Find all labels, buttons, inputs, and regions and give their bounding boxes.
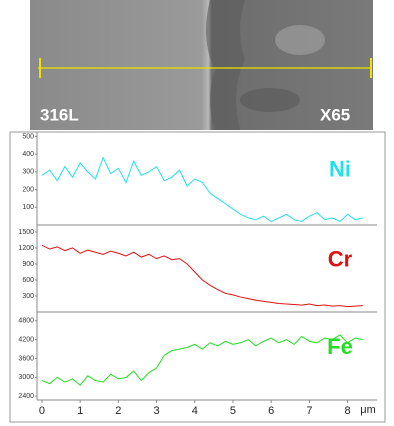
- y-tick-label: 3000: [18, 374, 34, 381]
- data-line: [41, 156, 363, 223]
- y-tick-label: 600: [22, 277, 34, 284]
- micrograph: [30, 0, 373, 130]
- x-tick-label: 4: [192, 405, 198, 417]
- x-tick-label: 3: [154, 405, 160, 417]
- charts: 100 200 300 400 500 Ni 300 600 900 1200 1500 Cr 2400…: [18, 132, 377, 417]
- texture: [275, 25, 325, 55]
- y-tick-label: 500: [22, 133, 34, 140]
- image-label: X65: [320, 105, 350, 124]
- image-label: 316L: [40, 105, 79, 124]
- x-tick-label: 0: [39, 405, 45, 417]
- x-tick-label: 2: [115, 405, 121, 417]
- y-tick-label: 200: [22, 186, 34, 193]
- y-tick-label: 900: [22, 261, 34, 268]
- y-tick-label: 1200: [18, 245, 34, 252]
- y-tick-label: 100: [22, 204, 34, 211]
- x-tick-label: 5: [230, 405, 236, 417]
- chart-frame: [9, 131, 386, 423]
- x-axis-label: μm: [360, 404, 376, 416]
- x-tick-label: 7: [306, 405, 312, 417]
- series-label: Fe: [327, 334, 353, 359]
- data-line: [41, 334, 363, 386]
- x-tick-label: 6: [268, 405, 274, 417]
- series-label: Cr: [328, 246, 353, 271]
- y-tick-label: 300: [22, 293, 34, 300]
- y-tick-label: 400: [22, 151, 34, 158]
- x-tick-label: 1: [77, 405, 83, 417]
- series-label: Ni: [329, 156, 351, 181]
- x-tick-label: 8: [345, 405, 351, 417]
- y-tick-label: 4200: [18, 337, 34, 344]
- y-tick-label: 300: [22, 169, 34, 176]
- y-tick-label: 3600: [18, 355, 34, 362]
- interface: [206, 0, 245, 130]
- data-line: [41, 244, 363, 308]
- y-tick-label: 1500: [18, 229, 34, 236]
- texture: [240, 88, 300, 112]
- y-tick-label: 4800: [18, 318, 34, 325]
- sem-image: 316L X65: [30, 0, 373, 130]
- y-tick-label: 2400: [18, 393, 34, 400]
